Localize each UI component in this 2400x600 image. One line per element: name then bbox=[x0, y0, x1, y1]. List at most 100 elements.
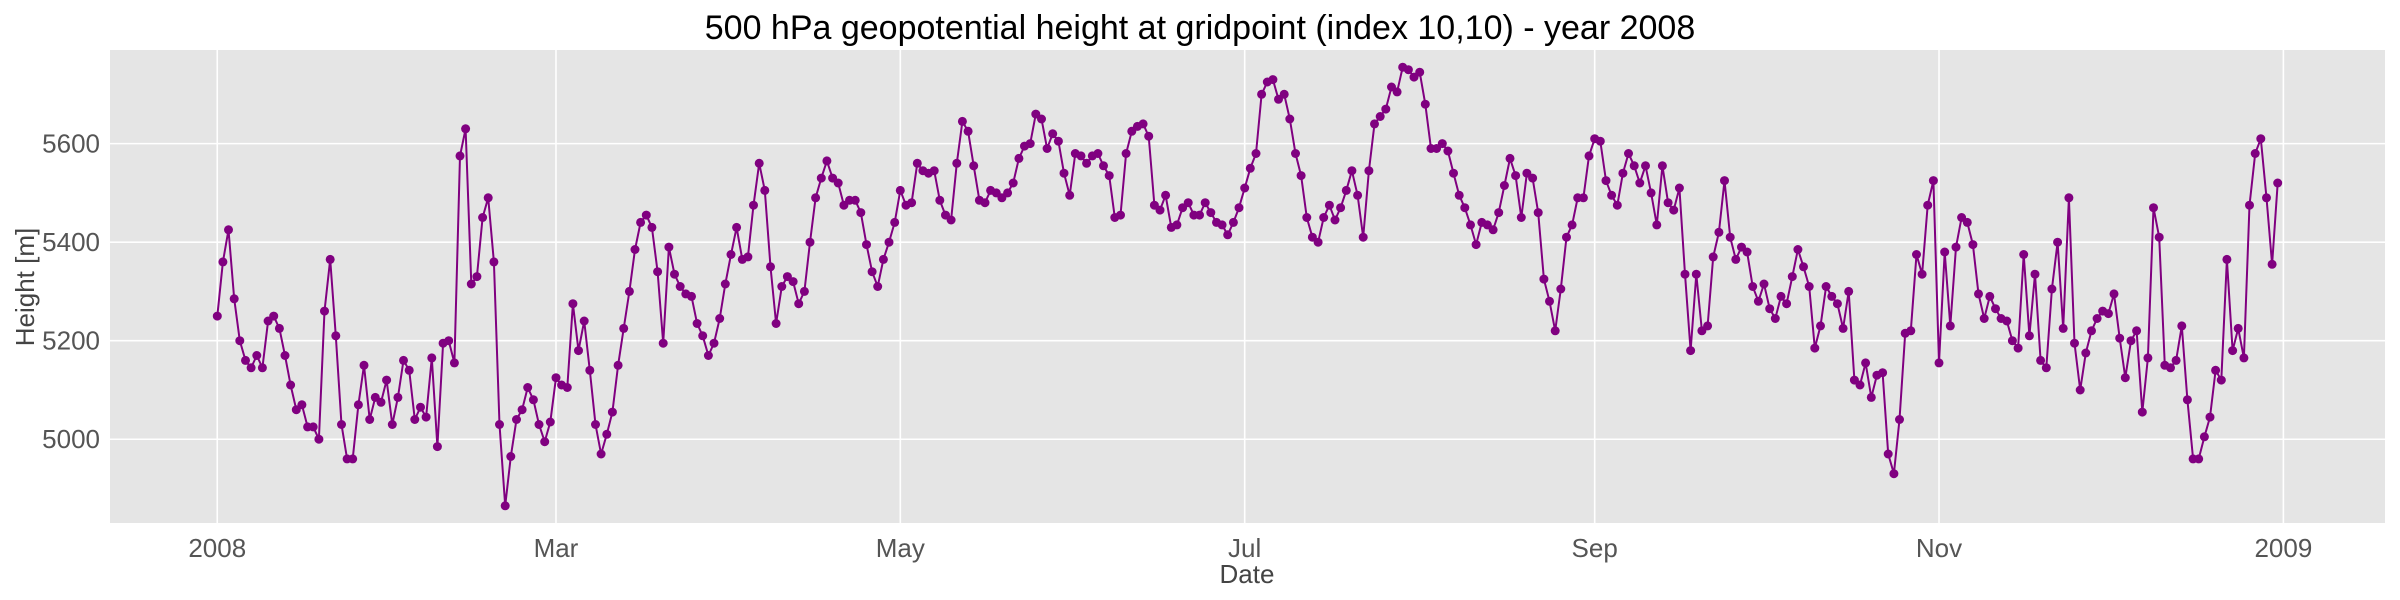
data-point bbox=[1816, 321, 1825, 331]
data-point bbox=[1562, 232, 1571, 242]
data-point bbox=[449, 358, 459, 368]
data-point bbox=[1358, 232, 1368, 242]
data-point bbox=[1799, 262, 1808, 272]
data-point bbox=[376, 397, 386, 407]
y-axis-label: Height [m] bbox=[10, 228, 40, 347]
data-point bbox=[2177, 321, 2187, 331]
data-point bbox=[1415, 67, 1425, 77]
data-point bbox=[1336, 203, 1346, 213]
y-tick-label: 5400 bbox=[42, 227, 100, 257]
data-point bbox=[359, 360, 369, 370]
data-point bbox=[1934, 358, 1944, 368]
data-point bbox=[2087, 326, 2096, 336]
data-point bbox=[1240, 183, 1250, 193]
data-point bbox=[1742, 247, 1752, 257]
data-point bbox=[325, 254, 335, 264]
y-tick-labels: 5000 5200 5400 5600 bbox=[42, 129, 100, 455]
data-point bbox=[545, 417, 555, 427]
data-point bbox=[1121, 149, 1131, 158]
data-point bbox=[1917, 269, 1927, 279]
data-point bbox=[365, 415, 375, 424]
data-point bbox=[1319, 213, 1329, 222]
data-point bbox=[1793, 245, 1803, 254]
data-point bbox=[1285, 114, 1295, 124]
data-point bbox=[946, 215, 956, 225]
data-point bbox=[2154, 232, 2164, 242]
data-point bbox=[280, 351, 290, 360]
data-point bbox=[1381, 104, 1391, 114]
data-point bbox=[274, 323, 284, 333]
data-point bbox=[1370, 119, 1379, 129]
data-point bbox=[811, 193, 821, 203]
data-point bbox=[771, 319, 781, 328]
data-point bbox=[1082, 158, 1092, 168]
data-point bbox=[2120, 373, 2130, 383]
x-tick-label: 2009 bbox=[2254, 533, 2312, 563]
data-point bbox=[404, 365, 414, 375]
data-point bbox=[1928, 176, 1938, 186]
data-point bbox=[1505, 153, 1515, 163]
data-point bbox=[1883, 449, 1893, 459]
data-point bbox=[1324, 200, 1334, 210]
data-point bbox=[670, 269, 679, 279]
y-tick-label: 5000 bbox=[42, 424, 100, 454]
data-point bbox=[1827, 291, 1837, 301]
data-point bbox=[1787, 272, 1797, 282]
data-point bbox=[1945, 321, 1955, 331]
data-point bbox=[512, 415, 521, 424]
data-point bbox=[1703, 321, 1713, 331]
data-point bbox=[1144, 131, 1154, 141]
data-point bbox=[1494, 208, 1504, 218]
data-point bbox=[2132, 326, 2142, 336]
x-tick-labels: 2008 Mar May Jul Sep Nov 2009 bbox=[188, 533, 2312, 563]
data-point bbox=[2115, 333, 2125, 343]
data-point bbox=[229, 294, 239, 304]
data-point bbox=[1624, 149, 1633, 158]
data-point bbox=[1866, 392, 1876, 402]
data-point bbox=[348, 454, 358, 464]
data-point bbox=[658, 338, 668, 348]
data-point bbox=[218, 257, 228, 267]
data-point bbox=[257, 363, 267, 373]
data-point bbox=[286, 380, 296, 390]
data-point bbox=[1646, 188, 1656, 198]
data-point bbox=[630, 245, 640, 254]
data-point bbox=[726, 250, 736, 259]
data-point bbox=[850, 195, 860, 205]
data-point bbox=[528, 395, 538, 405]
data-point bbox=[1691, 269, 1701, 279]
data-point bbox=[500, 501, 510, 511]
data-point bbox=[692, 319, 702, 328]
data-point bbox=[579, 316, 589, 326]
data-point bbox=[1296, 171, 1306, 181]
data-point bbox=[1539, 274, 1549, 284]
chart-title: 500 hPa geopotential height at gridpoint… bbox=[705, 9, 1695, 47]
data-point bbox=[1268, 75, 1278, 85]
data-point bbox=[1183, 198, 1193, 208]
data-point bbox=[1488, 225, 1498, 235]
data-point bbox=[1449, 168, 1458, 178]
data-point bbox=[743, 252, 753, 262]
data-point bbox=[2262, 193, 2271, 203]
data-point bbox=[2024, 331, 2034, 341]
data-point bbox=[2199, 432, 2209, 442]
data-point bbox=[1234, 203, 1244, 213]
data-point bbox=[1618, 168, 1628, 178]
data-point bbox=[1330, 215, 1340, 225]
data-point bbox=[703, 351, 713, 360]
data-point bbox=[675, 282, 685, 291]
data-point bbox=[2149, 203, 2158, 213]
data-point bbox=[1025, 139, 1035, 149]
data-point bbox=[568, 299, 578, 309]
data-point bbox=[1206, 208, 1216, 218]
data-point bbox=[1053, 136, 1063, 146]
data-point bbox=[816, 173, 826, 183]
data-point bbox=[1353, 190, 1363, 200]
data-point bbox=[224, 225, 233, 235]
x-tick-label: Nov bbox=[1916, 533, 1962, 563]
data-point bbox=[540, 437, 550, 447]
data-point bbox=[653, 267, 663, 277]
data-point bbox=[1511, 171, 1521, 181]
data-point bbox=[749, 200, 758, 210]
